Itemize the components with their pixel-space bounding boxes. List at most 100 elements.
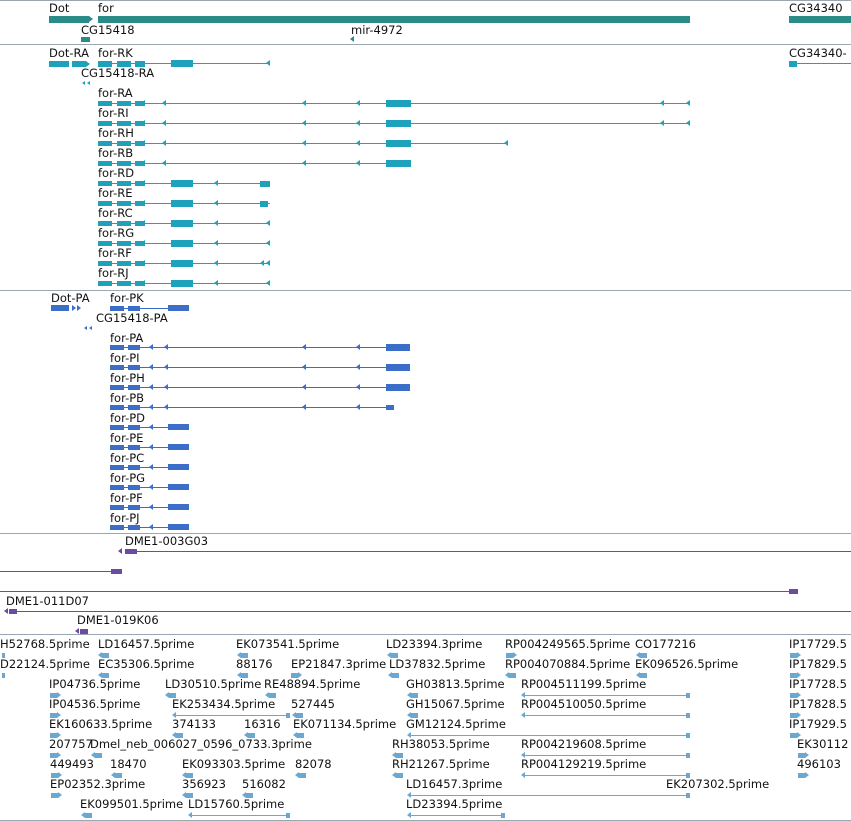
est-block[interactable] [286,713,290,718]
exon-block[interactable] [386,405,394,410]
exon-block[interactable] [168,444,189,450]
est-block[interactable] [509,673,516,678]
est-block[interactable] [50,693,57,698]
exon-block[interactable] [98,221,112,226]
est-label[interactable]: 356923 [182,777,226,791]
exon-block[interactable] [98,281,112,286]
est-label[interactable]: IP04736.5prime [49,677,141,691]
exon-block[interactable] [386,140,411,147]
est-label[interactable]: EK30112 [797,737,849,751]
est-block[interactable] [790,693,797,698]
est-label[interactable]: 516082 [242,777,286,791]
est-label[interactable]: 207757 [49,737,93,751]
exon-block[interactable] [135,141,145,146]
est-label[interactable]: EK073541.5prime [236,637,340,651]
est-block[interactable] [391,653,398,658]
exon-block[interactable] [98,101,112,106]
est-block[interactable] [686,753,690,758]
exon-block[interactable] [117,61,131,67]
exon-block[interactable] [386,160,411,167]
est-block[interactable] [501,813,505,818]
est-label[interactable]: 18470 [110,757,147,771]
est-block[interactable] [396,753,403,758]
est-label[interactable]: LD23394.5prime [406,797,503,811]
transcript-label[interactable]: for-RC [98,206,133,220]
transcript-label[interactable]: for-RJ [98,266,129,280]
gene-label-dot[interactable]: Dot [49,1,70,15]
exon-block[interactable] [386,384,410,391]
est-block[interactable] [102,653,109,658]
est-label[interactable]: EK253434.5prime [172,697,276,711]
est-label[interactable]: LD37832.5prime [389,657,486,671]
exon-block[interactable] [98,61,112,67]
est-block[interactable] [392,673,399,678]
exon-block[interactable] [168,424,189,430]
exon-block[interactable] [117,101,131,106]
exon-block[interactable] [49,61,69,67]
est-label[interactable]: RH38053.5prime [392,737,490,751]
est-label[interactable]: 527445 [291,697,335,711]
exon-block[interactable] [98,181,112,186]
est-block[interactable] [798,753,805,758]
exon-block[interactable] [171,280,193,287]
exon-block[interactable] [135,61,145,67]
est-label[interactable]: LD23394.3prime [386,637,483,651]
est-label[interactable]: 496103 [797,757,841,771]
protein-label-cg15418-pa[interactable]: CG15418-PA [96,311,168,325]
exon-block[interactable] [168,464,189,470]
est-block[interactable] [241,673,248,678]
est-block[interactable] [169,693,176,698]
est-label[interactable]: EK093303.5prime [182,757,286,771]
est-block[interactable] [506,653,513,658]
protein-label[interactable]: for-PA [110,331,144,345]
est-block[interactable] [299,773,306,778]
exon-block[interactable] [168,484,189,490]
est-block[interactable] [640,673,647,678]
gene-label-cg15418[interactable]: CG15418 [81,23,135,37]
transcript-label-for-rk[interactable]: for-RK [98,46,133,60]
est-block[interactable] [85,813,92,818]
est-label[interactable]: RP004070884.5prime [505,657,631,671]
est-block[interactable] [686,793,690,798]
protein-label-dot-pa[interactable]: Dot-PA [51,291,90,305]
exon-block[interactable] [51,305,69,311]
est-block[interactable] [95,753,102,758]
est-block[interactable] [686,713,690,718]
est-label[interactable]: RE48894.5prime [264,677,361,691]
transcript-label[interactable]: for-RA [98,86,133,100]
exon-block[interactable] [98,241,112,246]
est-label[interactable]: EK071134.5prime [293,717,397,731]
est-label[interactable]: D22124.5prime [0,657,90,671]
est-label[interactable]: CO177216 [635,637,696,651]
est-label[interactable]: EK207302.5prime [666,777,770,791]
est-block[interactable] [640,653,647,658]
est-block[interactable] [411,693,418,698]
exon-block[interactable] [135,161,145,166]
est-block[interactable] [790,653,797,658]
est-block[interactable] [798,773,805,778]
exon-block[interactable] [789,61,797,67]
est-label[interactable]: LD30510.5prime [165,677,262,691]
exon-block[interactable] [98,201,112,206]
exon-block[interactable] [171,60,193,67]
clone-label-011d07[interactable]: DME1-011D07 [6,594,89,608]
protein-label[interactable]: for-PC [110,451,145,465]
protein-label[interactable]: for-PJ [110,511,140,525]
transcript-label[interactable]: for-RE [98,186,133,200]
exon-block[interactable] [117,161,131,166]
exon-block[interactable] [80,629,88,634]
est-block[interactable] [411,713,418,718]
gene-cg15418[interactable] [81,37,90,42]
exon-block[interactable] [386,364,410,371]
est-label[interactable]: LD16457.5prime [98,637,195,651]
est-block[interactable] [686,693,690,698]
est-block[interactable] [248,733,255,738]
exon-block[interactable] [98,121,112,126]
exon-block[interactable] [135,221,145,226]
est-label[interactable]: LD15760.5prime [188,797,285,811]
clone-label-003g03[interactable]: DME1-003G03 [125,534,209,548]
exon-block[interactable] [117,181,131,186]
exon-block[interactable] [117,221,131,226]
est-label[interactable]: EP02352.3prime [50,777,146,791]
est-label[interactable]: 88176 [236,657,273,671]
